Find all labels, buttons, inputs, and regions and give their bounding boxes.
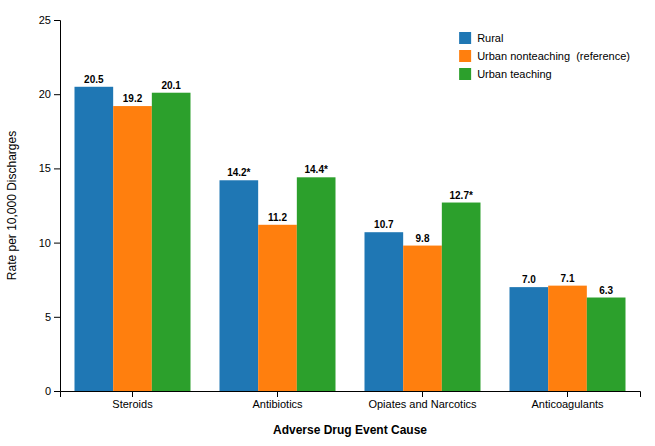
- x-tick: Steroids: [112, 391, 153, 410]
- x-tick-label: Steroids: [112, 398, 153, 410]
- data-label: 10.7: [374, 219, 394, 230]
- y-tick: 15: [39, 162, 60, 174]
- legend-item: Urban nonteaching (reference): [459, 50, 630, 62]
- bar: [220, 180, 259, 391]
- y-tick-label: 15: [39, 162, 51, 174]
- data-label: 7.1: [561, 273, 575, 284]
- y-tick: 20: [39, 88, 60, 100]
- x-tick-label: Anticoagulants: [531, 398, 604, 410]
- y-axis-line: [54, 21, 61, 392]
- y-tick-mark: [54, 20, 60, 21]
- x-tick: Antibiotics: [252, 391, 303, 410]
- data-label: 14.4*: [304, 164, 327, 175]
- legend: Rural Urban nonteaching (reference) Urban …: [459, 32, 630, 80]
- bar: [548, 286, 587, 391]
- data-label: 6.3: [599, 285, 613, 296]
- y-tick-mark: [54, 168, 60, 169]
- x-axis-line: [61, 392, 641, 398]
- x-axis-title: Adverse Drug Event Cause: [273, 423, 427, 437]
- bar: [403, 246, 442, 391]
- y-tick: 5: [45, 311, 60, 323]
- legend-label: Urban nonteaching (reference): [477, 50, 630, 62]
- y-tick-label: 25: [39, 14, 51, 26]
- y-axis-title: Rate per 10,000 Discharges: [5, 131, 19, 280]
- bar: [152, 93, 191, 391]
- data-labels: 20.5 14.2* 10.7 7.0 19.2 11.2 9.8 7.1 20.1 14.4* 1…: [84, 74, 613, 296]
- data-label: 19.2: [123, 93, 143, 104]
- x-tick-mark: [132, 391, 133, 397]
- bar: [587, 298, 626, 391]
- y-tick: 10: [39, 237, 60, 249]
- legend-item: Urban teaching: [459, 68, 552, 80]
- data-label: 7.0: [522, 274, 536, 285]
- data-label: 9.8: [416, 233, 430, 244]
- plot: 20.5 14.2* 10.7 7.0 19.2 11.2 9.8 7.1 20.1 14.4* 1…: [39, 14, 641, 410]
- y-tick-label: 20: [39, 88, 51, 100]
- x-tick-label: Antibiotics: [252, 398, 303, 410]
- y-tick: 25: [39, 14, 60, 26]
- legend-label: Rural: [477, 32, 503, 44]
- x-tick: Anticoagulants: [531, 391, 604, 410]
- x-tick-mark: [422, 391, 423, 397]
- x-tick-mark: [277, 391, 278, 397]
- bars: [75, 87, 626, 391]
- legend-item: Rural: [459, 32, 503, 44]
- bar: [510, 287, 549, 391]
- data-label: 11.2: [268, 212, 287, 223]
- data-label: 12.7*: [449, 190, 472, 201]
- x-tick: Opiates and Narcotics: [368, 391, 477, 410]
- y-tick-label: 0: [45, 385, 51, 397]
- y-tick-mark: [54, 391, 60, 392]
- legend-label: Urban teaching: [477, 68, 552, 80]
- bar: [442, 203, 481, 391]
- y-tick-label: 10: [39, 237, 51, 249]
- x-axis: Steroids Antibiotics Opiates and Narcotics…: [61, 391, 641, 410]
- data-label: 14.2*: [227, 167, 250, 178]
- legend-swatch: [459, 32, 471, 44]
- chart: 20.5 14.2* 10.7 7.0 19.2 11.2 9.8 7.1 20.1 14.4* 1…: [0, 0, 655, 446]
- bar: [113, 106, 152, 391]
- y-tick-mark: [54, 243, 60, 244]
- y-tick: 0: [45, 385, 60, 397]
- x-tick-label: Opiates and Narcotics: [368, 398, 477, 410]
- bar: [297, 177, 336, 391]
- y-axis: 0 5 10 15 20 25: [39, 14, 61, 397]
- y-tick-mark: [54, 317, 60, 318]
- data-label: 20.1: [161, 80, 181, 91]
- legend-swatch: [459, 68, 471, 80]
- y-tick-label: 5: [45, 311, 51, 323]
- bar: [365, 232, 404, 391]
- legend-swatch: [459, 50, 471, 62]
- bar: [75, 87, 114, 391]
- x-tick-mark: [567, 391, 568, 397]
- bar: [258, 225, 297, 391]
- data-label: 20.5: [84, 74, 104, 85]
- y-tick-mark: [54, 94, 60, 95]
